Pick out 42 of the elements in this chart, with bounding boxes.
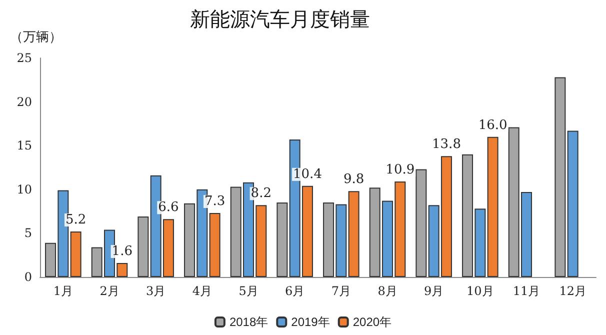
data-label: 10.4 xyxy=(293,166,322,182)
x-tick-label: 10月 xyxy=(466,284,494,298)
bar xyxy=(138,216,149,277)
legend-label: 2020年 xyxy=(352,315,392,329)
bar xyxy=(70,231,82,277)
x-tick-label: 12月 xyxy=(559,284,586,298)
data-label: 16.0 xyxy=(478,118,508,133)
x-tick-label: 4月 xyxy=(192,284,212,298)
y-tick-label: 0 xyxy=(24,270,32,284)
x-tick-label: 9月 xyxy=(424,284,444,298)
data-label: 8.2 xyxy=(250,186,272,202)
chart-title: 新能源汽车月度销量 xyxy=(190,7,370,31)
y-tick-label: 20 xyxy=(16,94,32,109)
y-tick-label: 25 xyxy=(16,51,32,65)
x-tick-label: 5月 xyxy=(238,284,258,298)
bar xyxy=(567,130,578,277)
legend-label: 2019年 xyxy=(291,315,330,329)
data-label: 13.8 xyxy=(432,137,461,152)
x-tick-label: 8月 xyxy=(378,284,398,298)
data-label: 10.9 xyxy=(386,162,415,178)
y-tick-label: 10 xyxy=(16,182,32,196)
bar xyxy=(487,136,498,277)
bar xyxy=(554,77,566,277)
bar xyxy=(348,191,360,277)
data-label: 9.8 xyxy=(343,172,364,188)
y-tick-label: 5 xyxy=(24,226,32,240)
data-label: 5.2 xyxy=(65,212,86,228)
bar xyxy=(416,169,427,277)
y-tick-label: 15 xyxy=(16,138,32,153)
x-tick-label: 3月 xyxy=(146,284,166,298)
data-label: 1.6 xyxy=(112,244,132,259)
x-tick-label: 6月 xyxy=(285,284,305,298)
x-tick-label: 1月 xyxy=(53,284,73,298)
bar xyxy=(276,202,288,277)
bar xyxy=(209,213,220,277)
legend-label: 2018年 xyxy=(229,315,268,329)
data-label: 7.3 xyxy=(204,194,226,210)
x-tick-label: 7月 xyxy=(331,284,351,298)
data-label: 6.6 xyxy=(158,200,179,216)
x-tick-label: 11月 xyxy=(512,284,540,298)
y-axis-title: （万辆） xyxy=(10,30,62,45)
x-tick-label: 2月 xyxy=(100,284,120,298)
